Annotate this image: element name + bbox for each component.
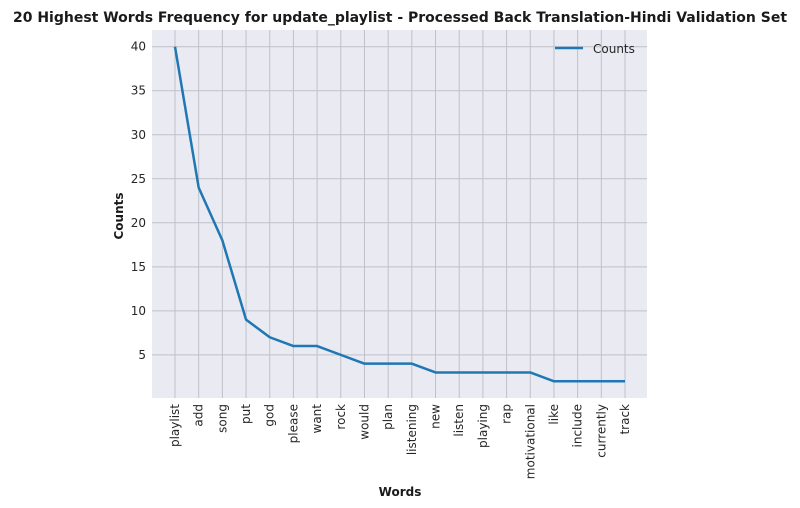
x-tick-labels: playlist add song put god please want rock would…: [168, 404, 632, 479]
x-tick-label: god: [263, 404, 277, 427]
x-tick-label: include: [571, 404, 585, 447]
x-tick-label: rap: [500, 404, 514, 424]
y-tick-label: 25: [131, 172, 146, 186]
x-tick-label: like: [547, 404, 561, 425]
x-tick-label: listening: [405, 404, 419, 455]
chart-title: 20 Highest Words Frequency for update_pl…: [13, 10, 787, 26]
x-tick-label: currently: [594, 404, 608, 458]
x-tick-label: rock: [334, 404, 348, 430]
y-tick-labels: 5 10 15 20 25 30 35 40: [131, 40, 146, 362]
series-line-counts: [173, 46, 625, 383]
x-tick-label: plan: [381, 404, 395, 430]
x-tick-label: want: [310, 404, 324, 434]
y-tick-label: 20: [131, 216, 146, 230]
y-gridlines: [152, 46, 647, 356]
y-tick-label: 35: [131, 84, 146, 98]
x-tick-label: add: [192, 404, 206, 427]
x-tick-label: new: [429, 404, 443, 429]
legend: Counts: [555, 42, 635, 56]
x-tick-label: playlist: [168, 404, 182, 447]
x-tick-label: motivational: [523, 404, 537, 479]
y-tick-label: 10: [131, 304, 146, 318]
y-tick-label: 40: [131, 40, 146, 54]
x-tick-label: put: [239, 404, 253, 424]
y-axis-label: Counts: [112, 192, 126, 239]
y-tick-label: 30: [131, 128, 146, 142]
x-tick-label: track: [618, 404, 632, 435]
y-tick-label: 15: [131, 260, 146, 274]
x-tick-label: listen: [452, 404, 466, 437]
series-group: [173, 46, 625, 383]
plot-area: [152, 30, 647, 398]
legend-label-counts: Counts: [593, 42, 635, 56]
x-tick-label: please: [286, 404, 300, 443]
y-tick-label: 5: [138, 348, 146, 362]
x-gridlines: [174, 30, 626, 398]
x-tick-label: song: [215, 404, 229, 433]
x-tick-label: would: [357, 404, 371, 440]
x-axis-label: Words: [379, 485, 422, 499]
x-tick-label: playing: [476, 404, 490, 448]
